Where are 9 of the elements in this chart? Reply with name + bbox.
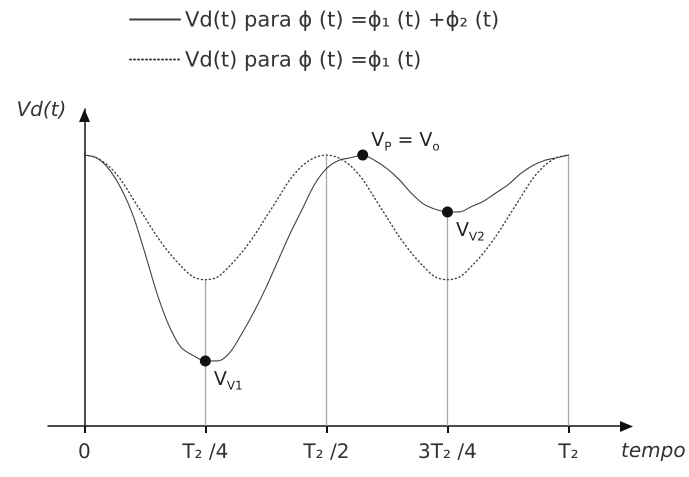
x-axis-title: tempo: [621, 438, 686, 462]
x-tick-label: 0: [78, 439, 91, 463]
y-axis-title: Vd(t): [16, 97, 66, 121]
x-tick-label: 3T₂ /4: [418, 439, 477, 463]
x-tick-label: T₂ /4: [181, 439, 228, 463]
legend-label: Vd(t) para ϕ (t) =ϕ₁ (t) +ϕ₂ (t): [185, 8, 500, 32]
x-tick-label: T₂ /2: [302, 439, 350, 463]
x-tick-label: T₂: [557, 439, 579, 463]
legend-label: Vd(t) para ϕ (t) =ϕ₁ (t): [185, 48, 422, 72]
